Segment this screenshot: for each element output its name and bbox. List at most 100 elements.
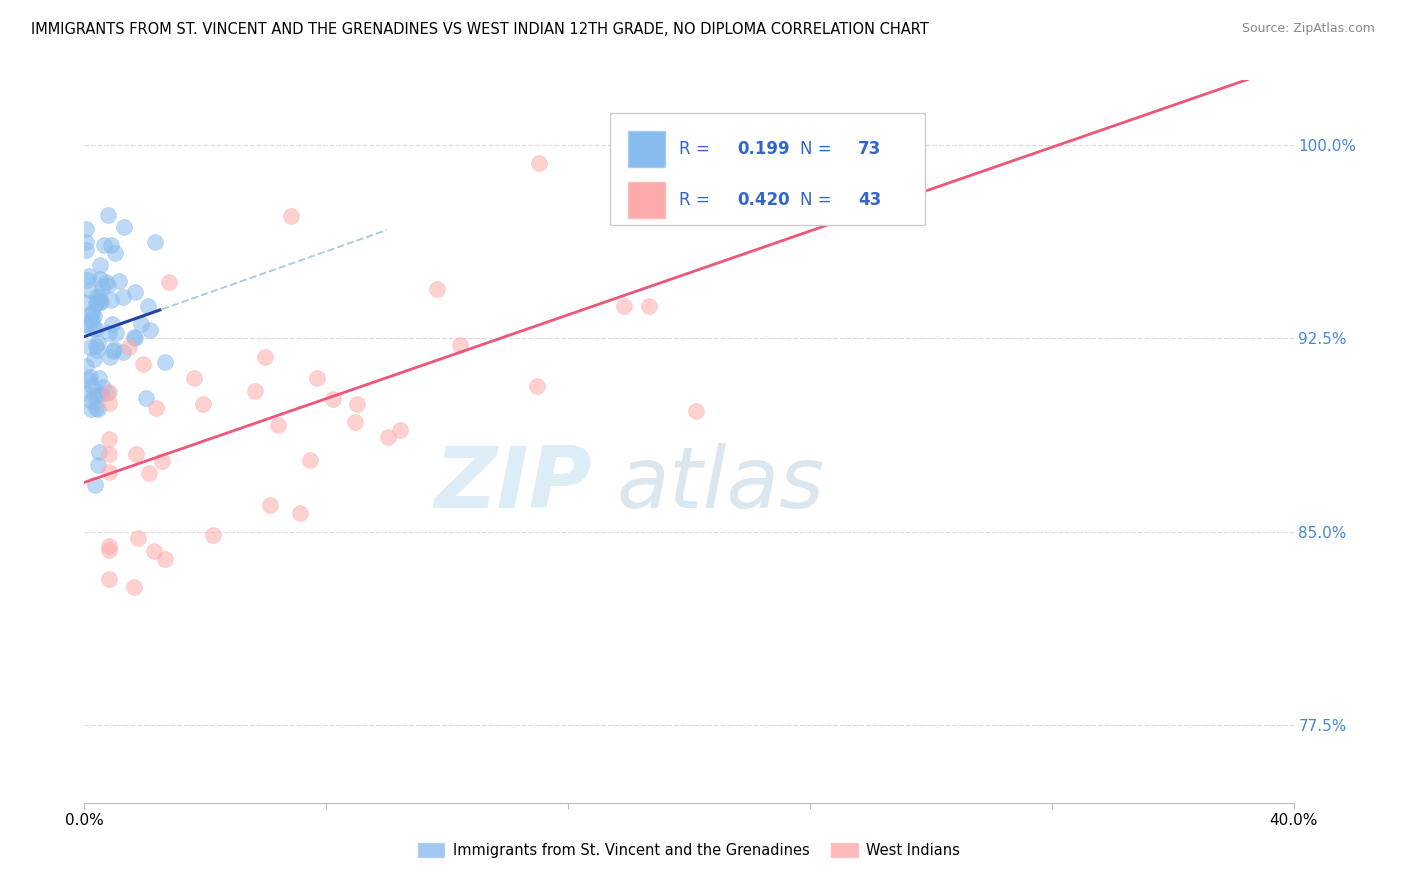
- Point: [91, 280, 114, 294]
- Point: [638, 299, 661, 313]
- Point: [103, 342, 125, 356]
- Point: [90, 386, 112, 401]
- Point: [100, 293, 122, 307]
- Point: [153, 552, 176, 566]
- Text: N =: N =: [800, 191, 837, 209]
- Point: [526, 379, 548, 393]
- Point: [377, 430, 399, 444]
- Point: [100, 317, 122, 331]
- Point: [346, 397, 368, 411]
- Point: [82, 304, 104, 318]
- Point: [76, 273, 98, 287]
- Point: [139, 322, 162, 336]
- FancyBboxPatch shape: [628, 130, 665, 167]
- Point: [93, 380, 115, 394]
- Point: [122, 581, 145, 595]
- Point: [97, 326, 120, 341]
- Point: [89, 272, 111, 286]
- Point: [77, 373, 100, 387]
- Point: [97, 396, 120, 410]
- Point: [322, 392, 344, 407]
- Point: [143, 544, 166, 558]
- Point: [305, 371, 328, 385]
- Point: [89, 258, 111, 272]
- Point: [83, 351, 105, 366]
- Point: [202, 527, 225, 541]
- Point: [75, 243, 97, 257]
- Point: [101, 343, 124, 358]
- Point: [132, 357, 155, 371]
- Point: [87, 445, 110, 459]
- Point: [79, 369, 101, 384]
- Point: [267, 417, 290, 432]
- Point: [118, 340, 141, 354]
- Point: [83, 310, 105, 324]
- Point: [84, 322, 107, 336]
- Point: [75, 386, 97, 401]
- Point: [183, 371, 205, 385]
- FancyBboxPatch shape: [628, 182, 665, 219]
- Point: [87, 335, 110, 350]
- Point: [129, 318, 152, 332]
- Point: [100, 238, 122, 252]
- Point: [136, 299, 159, 313]
- Point: [124, 331, 146, 345]
- Text: 73: 73: [858, 140, 882, 158]
- Point: [97, 432, 120, 446]
- Point: [86, 387, 108, 401]
- Text: 0.420: 0.420: [737, 191, 790, 209]
- Text: 0.199: 0.199: [737, 140, 790, 158]
- Point: [529, 155, 551, 169]
- FancyBboxPatch shape: [610, 112, 925, 225]
- Point: [124, 285, 146, 300]
- Point: [153, 355, 176, 369]
- Text: N =: N =: [800, 140, 837, 158]
- Text: Source: ZipAtlas.com: Source: ZipAtlas.com: [1241, 22, 1375, 36]
- Point: [77, 283, 100, 297]
- Point: [97, 542, 120, 557]
- Point: [89, 294, 111, 309]
- Point: [76, 318, 98, 332]
- Point: [138, 466, 160, 480]
- Point: [93, 237, 115, 252]
- Text: ZIP: ZIP: [434, 443, 592, 526]
- Point: [75, 359, 97, 373]
- Point: [124, 329, 146, 343]
- Point: [82, 312, 104, 326]
- Point: [145, 401, 167, 415]
- Point: [83, 321, 105, 335]
- Point: [108, 274, 131, 288]
- Point: [125, 447, 148, 461]
- Point: [112, 219, 135, 234]
- Point: [111, 345, 134, 359]
- Point: [90, 294, 112, 309]
- Point: [112, 290, 135, 304]
- Point: [97, 572, 120, 586]
- Point: [97, 208, 120, 222]
- Point: [259, 498, 281, 512]
- Point: [97, 385, 120, 400]
- Point: [87, 290, 110, 304]
- Point: [105, 326, 128, 340]
- Point: [143, 235, 166, 249]
- Point: [83, 388, 105, 402]
- Point: [97, 465, 120, 479]
- Text: R =: R =: [679, 191, 716, 209]
- Point: [104, 246, 127, 260]
- Text: R =: R =: [679, 140, 716, 158]
- Point: [243, 384, 266, 399]
- Point: [280, 209, 302, 223]
- Point: [75, 235, 97, 249]
- Point: [97, 540, 120, 554]
- Point: [75, 318, 97, 332]
- Point: [96, 386, 118, 401]
- Point: [725, 144, 748, 158]
- Point: [150, 454, 173, 468]
- Point: [87, 458, 110, 473]
- Legend: Immigrants from St. Vincent and the Grenadines, West Indians: Immigrants from St. Vincent and the Gren…: [412, 838, 966, 864]
- Point: [75, 294, 97, 309]
- Point: [82, 379, 104, 393]
- Point: [79, 268, 101, 283]
- Point: [426, 283, 449, 297]
- Point: [84, 401, 107, 416]
